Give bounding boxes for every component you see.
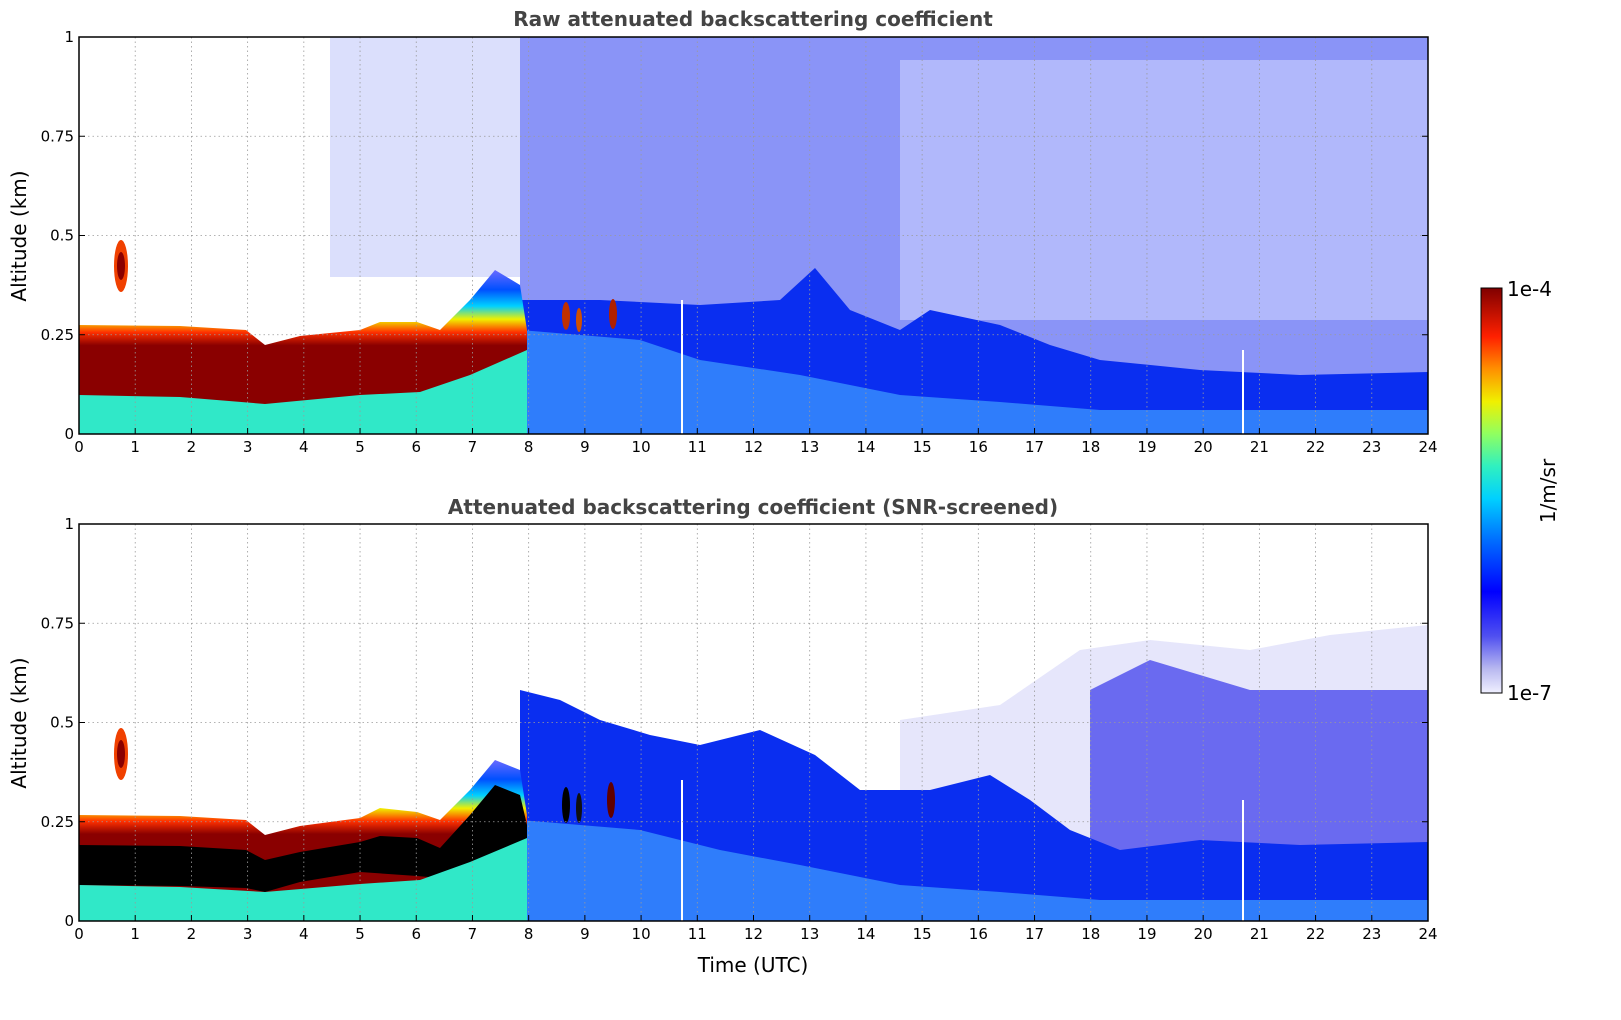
screened-feature-1 bbox=[562, 787, 570, 823]
screened-surface-cyan bbox=[79, 838, 527, 921]
panel-screened-x-ticks: 0 1 2 3 4 5 6 7 8 9 10 11 12 13 14 15 16 17 18 19 20 21 22 23 24 bbox=[74, 915, 1438, 943]
y-tick-label: 0.25 bbox=[41, 326, 74, 344]
x-tick-label: 20 bbox=[1194, 925, 1213, 943]
raw-feature-1 bbox=[562, 302, 570, 330]
x-tick-label: 24 bbox=[1418, 438, 1437, 456]
raw-data-gap-2 bbox=[1242, 350, 1244, 434]
x-tick-label: 4 bbox=[299, 438, 309, 456]
x-tick-label: 9 bbox=[580, 925, 590, 943]
x-tick-label: 13 bbox=[800, 438, 819, 456]
panel-screened-xlabel: Time (UTC) bbox=[697, 953, 809, 977]
x-tick-label: 24 bbox=[1418, 925, 1437, 943]
x-tick-label: 22 bbox=[1306, 438, 1325, 456]
x-tick-label: 6 bbox=[411, 438, 421, 456]
raw-noise-sparse-patch bbox=[900, 60, 1428, 320]
x-tick-label: 0 bbox=[74, 925, 84, 943]
x-tick-label: 13 bbox=[800, 925, 819, 943]
y-tick-label: 1 bbox=[64, 28, 74, 46]
x-tick-label: 14 bbox=[856, 438, 875, 456]
x-tick-label: 7 bbox=[468, 925, 478, 943]
colorbar: 1e-4 1e-7 1/m/sr bbox=[1480, 277, 1560, 705]
x-tick-label: 2 bbox=[187, 438, 197, 456]
x-tick-label: 18 bbox=[1081, 438, 1100, 456]
y-tick-label: 0.5 bbox=[50, 227, 74, 245]
x-tick-label: 12 bbox=[744, 438, 763, 456]
colorbar-max-label: 1e-4 bbox=[1507, 277, 1552, 301]
x-tick-label: 1 bbox=[130, 438, 140, 456]
screened-feature-3 bbox=[607, 782, 615, 818]
y-tick-label: 1 bbox=[64, 515, 74, 533]
x-tick-label: 9 bbox=[580, 438, 590, 456]
x-tick-label: 23 bbox=[1362, 925, 1381, 943]
x-tick-label: 17 bbox=[1025, 438, 1044, 456]
raw-feature-3 bbox=[609, 299, 617, 329]
x-tick-label: 22 bbox=[1306, 925, 1325, 943]
x-tick-label: 0 bbox=[74, 438, 84, 456]
x-tick-label: 12 bbox=[744, 925, 763, 943]
panel-raw-y-ticks: 0 0.25 0.5 0.75 1 bbox=[41, 28, 1428, 443]
x-tick-label: 11 bbox=[688, 438, 707, 456]
y-tick-label: 0 bbox=[64, 912, 74, 930]
y-tick-label: 0.5 bbox=[50, 714, 74, 732]
screened-cloud-blob-core bbox=[117, 740, 125, 768]
panel-screened-grid bbox=[79, 524, 1428, 921]
panel-screened-heatmap bbox=[79, 625, 1428, 921]
panel-raw-grid bbox=[79, 37, 1428, 434]
y-tick-label: 0.75 bbox=[41, 614, 74, 632]
panel-raw-x-ticks: 0 1 2 3 4 5 6 7 8 9 10 11 12 13 14 15 16 17 18 19 20 21 22 23 24 bbox=[74, 428, 1438, 456]
screened-feature-2 bbox=[576, 793, 582, 823]
raw-noise-onset bbox=[330, 37, 520, 277]
x-tick-label: 21 bbox=[1250, 925, 1269, 943]
x-tick-label: 5 bbox=[355, 438, 365, 456]
x-tick-label: 10 bbox=[632, 925, 651, 943]
colorbar-gradient bbox=[1480, 287, 1503, 694]
colorbar-units-label: 1/m/sr bbox=[1536, 458, 1560, 523]
x-tick-label: 17 bbox=[1025, 925, 1044, 943]
colorbar-min-label: 1e-7 bbox=[1507, 681, 1552, 705]
panel-raw-title: Raw attenuated backscattering coefficien… bbox=[513, 7, 993, 31]
panel-screened-y-ticks: 0 0.25 0.5 0.75 1 bbox=[41, 515, 1428, 930]
screened-data-gap-2 bbox=[1242, 800, 1244, 921]
x-tick-label: 4 bbox=[299, 925, 309, 943]
panel-screened-ylabel: Altitude (km) bbox=[7, 657, 31, 788]
x-tick-label: 1 bbox=[130, 925, 140, 943]
x-tick-label: 16 bbox=[969, 925, 988, 943]
panel-raw-ylabel: Altitude (km) bbox=[7, 170, 31, 301]
x-tick-label: 2 bbox=[187, 925, 197, 943]
panel-screened: Attenuated backscattering coefficient (S… bbox=[7, 495, 1438, 977]
x-tick-label: 15 bbox=[913, 438, 932, 456]
x-tick-label: 8 bbox=[524, 438, 534, 456]
x-tick-label: 11 bbox=[688, 925, 707, 943]
panel-screened-title: Attenuated backscattering coefficient (S… bbox=[448, 495, 1058, 519]
x-tick-label: 5 bbox=[355, 925, 365, 943]
y-tick-label: 0.75 bbox=[41, 127, 74, 145]
screened-near-surface bbox=[520, 820, 1428, 921]
raw-feature-2 bbox=[576, 308, 582, 332]
y-tick-label: 0 bbox=[64, 425, 74, 443]
x-tick-label: 19 bbox=[1137, 925, 1156, 943]
x-tick-label: 16 bbox=[969, 438, 988, 456]
x-tick-label: 15 bbox=[913, 925, 932, 943]
x-tick-label: 3 bbox=[243, 438, 253, 456]
panel-raw: Raw attenuated backscattering coefficien… bbox=[7, 7, 1438, 456]
screened-data-gap-1 bbox=[681, 780, 683, 921]
x-tick-label: 20 bbox=[1194, 438, 1213, 456]
x-tick-label: 14 bbox=[856, 925, 875, 943]
x-tick-label: 3 bbox=[243, 925, 253, 943]
screened-saturated-core bbox=[79, 785, 527, 892]
x-tick-label: 10 bbox=[632, 438, 651, 456]
x-tick-label: 18 bbox=[1081, 925, 1100, 943]
raw-data-gap-1 bbox=[681, 300, 683, 434]
x-tick-label: 23 bbox=[1362, 438, 1381, 456]
x-tick-label: 19 bbox=[1137, 438, 1156, 456]
x-tick-label: 6 bbox=[411, 925, 421, 943]
x-tick-label: 8 bbox=[524, 925, 534, 943]
x-tick-label: 7 bbox=[468, 438, 478, 456]
x-tick-label: 21 bbox=[1250, 438, 1269, 456]
raw-surface-cyan bbox=[79, 350, 527, 434]
raw-near-surface-cyan bbox=[520, 330, 1428, 434]
raw-cloud-blob-edge bbox=[117, 252, 125, 280]
y-tick-label: 0.25 bbox=[41, 813, 74, 831]
